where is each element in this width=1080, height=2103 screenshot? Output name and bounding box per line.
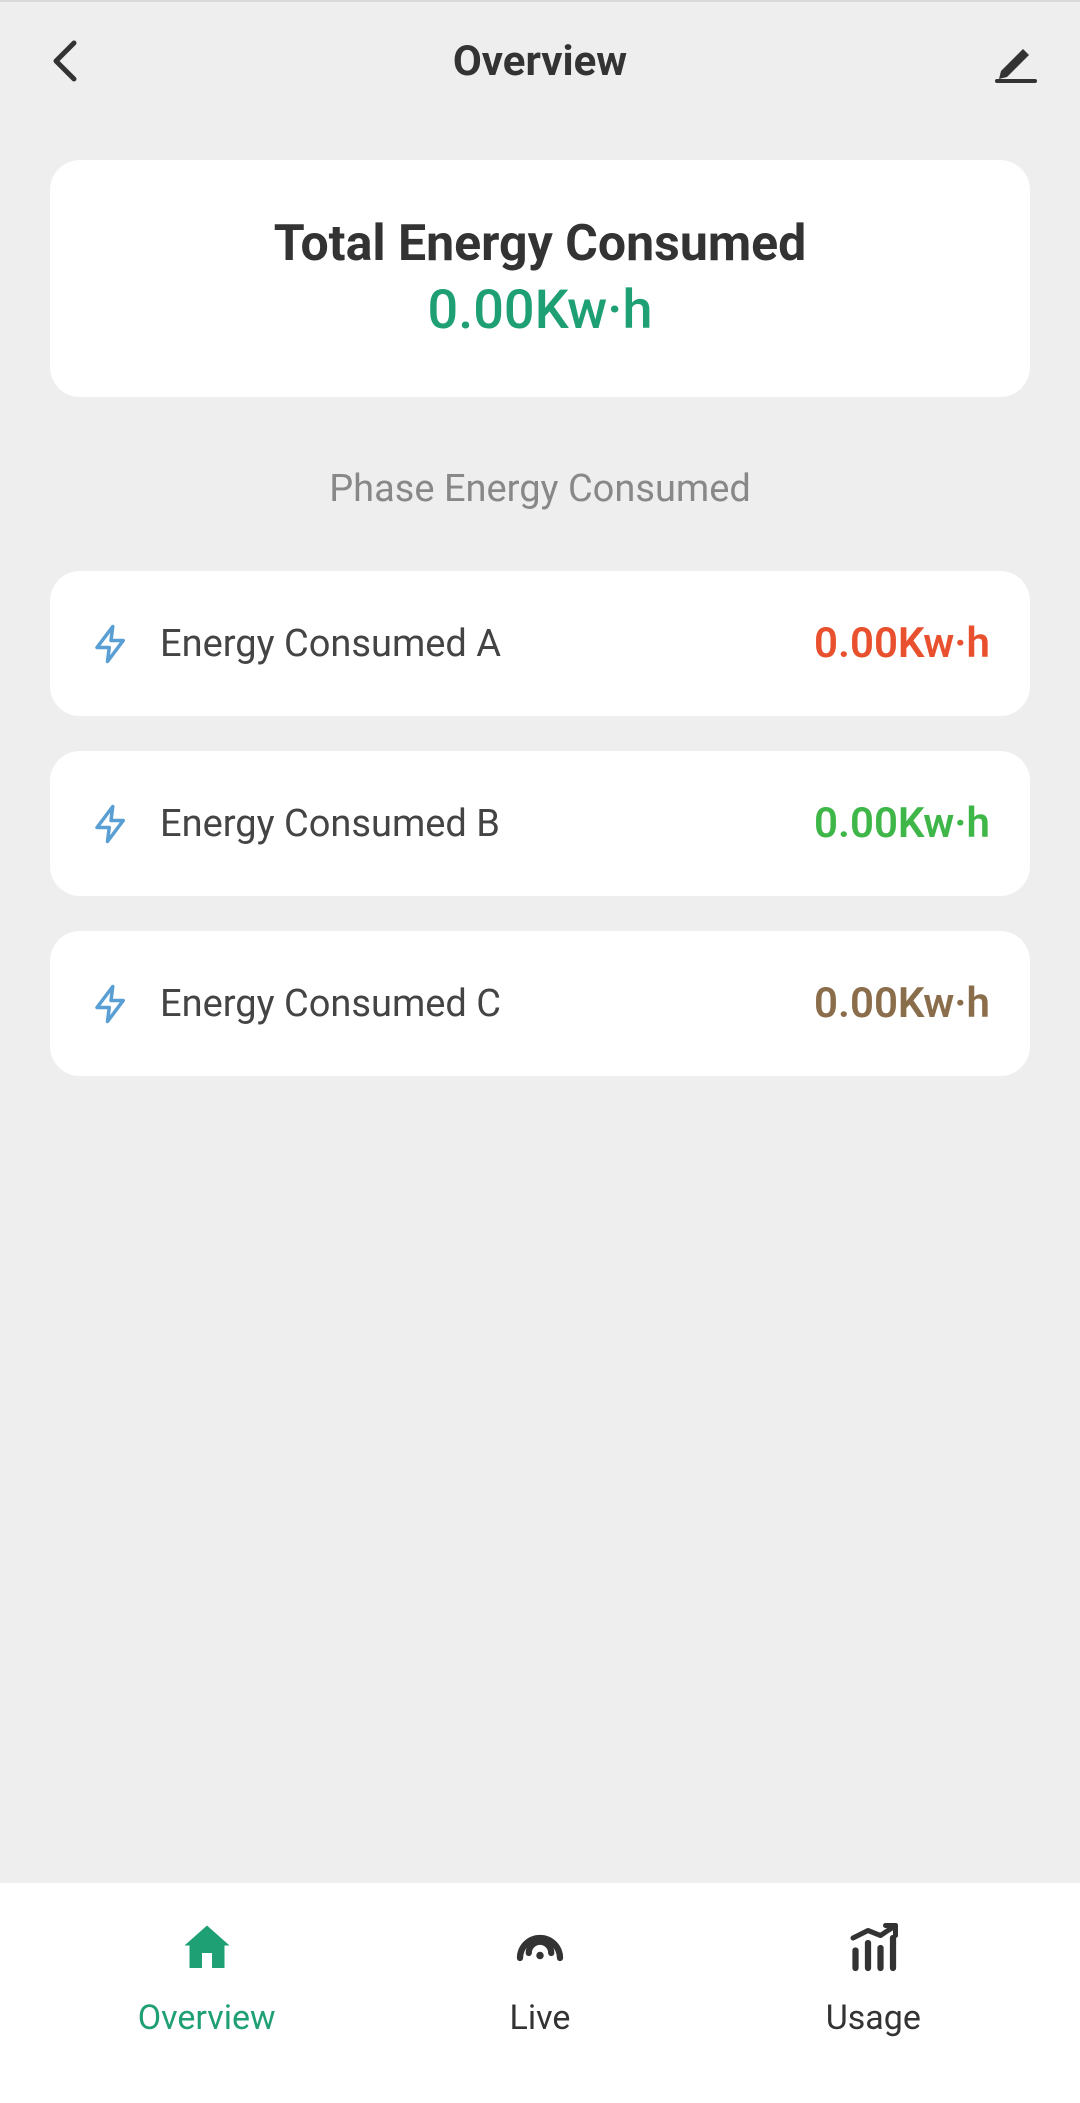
header: Overview	[0, 0, 1080, 120]
bolt-icon	[90, 623, 132, 665]
total-energy-card: Total Energy Consumed 0.00Kw·h	[50, 160, 1030, 397]
phase-label-a: Energy Consumed A	[160, 622, 814, 666]
phase-value-c: 0.00Kw·h	[814, 979, 990, 1028]
home-icon	[177, 1918, 237, 1978]
nav-tab-live[interactable]: Live	[440, 1918, 640, 2038]
phase-label-b: Energy Consumed B	[160, 802, 814, 846]
nav-label-overview: Overview	[138, 1998, 276, 2038]
edit-button[interactable]	[990, 36, 1040, 86]
bolt-icon	[90, 983, 132, 1025]
bolt-icon	[90, 803, 132, 845]
phase-card-c: Energy Consumed C 0.00Kw·h	[50, 931, 1030, 1076]
edit-icon	[993, 39, 1037, 83]
content: Total Energy Consumed 0.00Kw·h Phase Ene…	[0, 120, 1080, 1151]
phase-value-b: 0.00Kw·h	[814, 799, 990, 848]
phase-value-a: 0.00Kw·h	[814, 619, 990, 668]
phase-card-a: Energy Consumed A 0.00Kw·h	[50, 571, 1030, 716]
back-button[interactable]	[40, 36, 90, 86]
nav-label-live: Live	[510, 1998, 571, 2038]
section-title: Phase Energy Consumed	[50, 467, 1030, 511]
back-icon	[52, 39, 78, 83]
nav-tab-usage[interactable]: Usage	[773, 1918, 973, 2038]
gauge-icon	[510, 1918, 570, 1978]
total-energy-value: 0.00Kw·h	[90, 279, 990, 342]
bottom-nav: Overview Live Usage	[0, 1883, 1080, 2103]
nav-label-usage: Usage	[826, 1998, 921, 2038]
total-energy-title: Total Energy Consumed	[90, 215, 990, 273]
chart-icon	[843, 1918, 903, 1978]
phase-card-b: Energy Consumed B 0.00Kw·h	[50, 751, 1030, 896]
page-title: Overview	[453, 37, 627, 86]
phase-label-c: Energy Consumed C	[160, 982, 814, 1026]
nav-tab-overview[interactable]: Overview	[107, 1918, 307, 2038]
